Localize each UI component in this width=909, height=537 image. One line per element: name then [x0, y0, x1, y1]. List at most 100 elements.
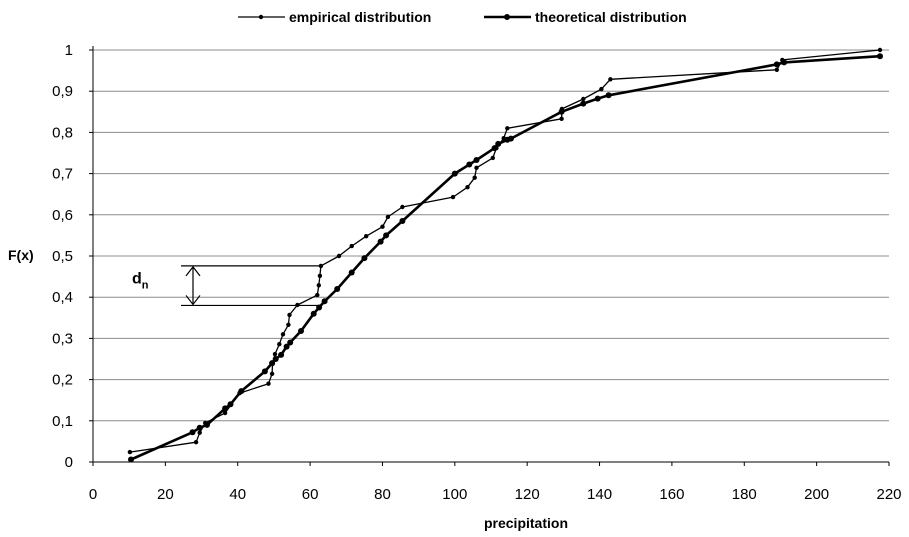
- data-point-theoretical: [334, 286, 341, 292]
- data-point-empirical: [364, 234, 369, 239]
- data-point-theoretical: [189, 429, 196, 436]
- data-point-theoretical: [558, 108, 565, 115]
- data-point-theoretical: [204, 421, 210, 428]
- data-point-empirical: [505, 126, 510, 131]
- data-point-theoretical: [361, 255, 368, 262]
- data-point-empirical: [559, 116, 564, 122]
- data-point-empirical: [380, 224, 385, 229]
- data-point-empirical: [315, 292, 320, 298]
- data-point-theoretical: [451, 170, 458, 177]
- data-point-empirical: [277, 342, 282, 347]
- axes: [92, 46, 889, 463]
- legend: empirical distribution theoretical distr…: [238, 9, 687, 25]
- data-point-theoretical: [283, 343, 290, 350]
- data-point-theoretical: [877, 53, 883, 60]
- data-point-empirical: [127, 449, 133, 455]
- x-tick-label: 120: [515, 486, 540, 503]
- data-point-theoretical: [298, 328, 304, 334]
- data-point-empirical: [197, 430, 202, 435]
- gridlines: [93, 49, 889, 422]
- data-point-theoretical: [287, 339, 294, 346]
- data-point-empirical: [599, 86, 604, 92]
- x-tick-label: 20: [157, 486, 174, 503]
- legend-label-empirical: empirical distribution: [289, 9, 431, 25]
- data-point-theoretical: [348, 269, 355, 276]
- data-point-theoretical: [594, 95, 601, 102]
- data-point-empirical: [317, 273, 323, 278]
- legend-item-empirical: empirical distribution: [238, 9, 431, 25]
- x-axis-title: precipitation: [484, 515, 568, 531]
- data-point-empirical: [474, 165, 479, 170]
- y-tick-label: 0,2: [52, 372, 73, 389]
- x-tick-label: 220: [876, 486, 901, 503]
- data-point-theoretical: [321, 298, 328, 305]
- data-point-empirical: [472, 175, 477, 180]
- data-point-empirical: [581, 96, 586, 102]
- data-point-theoretical: [466, 161, 473, 168]
- data-point-empirical: [774, 67, 779, 73]
- data-point-empirical: [269, 371, 275, 376]
- data-point-empirical: [608, 77, 613, 82]
- dn-label: dn: [132, 271, 149, 292]
- tick-labels: 0 0,1 0,2 0,3 0,4 0,5 0,6 0,7 0,8 0,9 1 0 20 40 60 80 10…: [52, 42, 901, 503]
- x-tick-label: 160: [659, 486, 684, 503]
- data-point-empirical: [877, 47, 883, 53]
- x-tick-label: 0: [89, 486, 97, 503]
- data-point-theoretical: [507, 135, 514, 142]
- y-tick-label: 0,6: [52, 207, 73, 224]
- data-point-theoretical: [473, 157, 480, 163]
- data-point-empirical: [222, 410, 228, 416]
- data-point-theoretical: [310, 310, 317, 317]
- x-tick-label: 200: [804, 486, 829, 503]
- data-point-theoretical: [196, 424, 203, 431]
- data-point-theoretical: [605, 92, 612, 99]
- legend-label-theoretical: theoretical distribution: [535, 9, 687, 25]
- y-tick-label: 0,3: [52, 330, 73, 347]
- data-point-theoretical: [272, 356, 279, 362]
- data-point-empirical: [385, 214, 391, 220]
- y-tick-label: 0,4: [52, 289, 73, 306]
- data-point-theoretical: [278, 351, 285, 358]
- y-tick-label: 0,5: [52, 248, 73, 265]
- data-point-theoretical: [269, 360, 276, 367]
- data-point-empirical: [266, 381, 271, 386]
- data-point-empirical: [490, 155, 495, 161]
- data-point-theoretical: [227, 401, 234, 408]
- x-tick-label: 180: [732, 486, 757, 503]
- y-tick-label: 1: [65, 42, 73, 59]
- data-point-empirical: [287, 312, 292, 318]
- x-tick-label: 140: [587, 486, 612, 503]
- y-tick-label: 0,7: [52, 166, 73, 183]
- data-point-theoretical: [383, 232, 390, 239]
- x-tick-label: 60: [302, 486, 319, 503]
- x-tick-label: 40: [229, 486, 246, 503]
- y-axis-title: F(x): [8, 247, 34, 263]
- data-point-empirical: [193, 440, 199, 445]
- y-tick-label: 0,8: [52, 124, 73, 141]
- data-point-empirical: [286, 322, 291, 327]
- data-point-theoretical: [128, 456, 134, 463]
- data-point-theoretical: [399, 218, 406, 224]
- series-layer: [127, 47, 883, 463]
- dn-annotation: dn: [132, 265, 321, 307]
- y-tick-label: 0,9: [52, 83, 73, 100]
- data-point-theoretical: [238, 388, 245, 395]
- series-line-theoretical: [130, 54, 881, 461]
- data-point-theoretical: [491, 145, 498, 152]
- data-point-theoretical: [377, 238, 384, 245]
- data-point-empirical: [336, 253, 342, 259]
- data-point-theoretical: [781, 59, 788, 66]
- data-point-theoretical: [222, 405, 229, 412]
- dn-arrowhead-top: [185, 265, 201, 277]
- data-point-empirical: [316, 283, 321, 288]
- data-point-empirical: [450, 194, 456, 200]
- data-point-empirical: [465, 185, 470, 190]
- data-point-empirical: [400, 204, 405, 210]
- x-tick-label: 80: [374, 486, 391, 503]
- data-point-empirical: [349, 243, 354, 249]
- legend-item-theoretical: theoretical distribution: [484, 9, 687, 25]
- x-tick-label: 100: [442, 486, 467, 503]
- data-point-theoretical: [580, 100, 587, 107]
- data-point-empirical: [280, 332, 286, 337]
